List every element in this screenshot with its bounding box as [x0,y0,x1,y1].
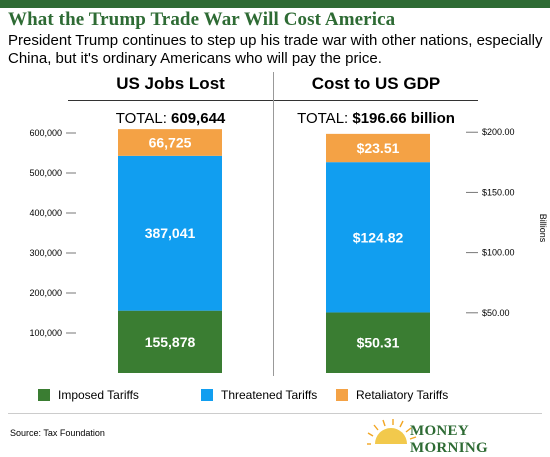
top-accent-bar [0,0,550,8]
y-tick-label: 300,000 [29,248,62,258]
y-tick-label: 500,000 [29,168,62,178]
chart-subtitle: President Trump continues to step up his… [8,32,543,67]
bar-data-label: $23.51 [357,140,400,156]
jobs-panel-header: US Jobs Lost TOTAL: 609,644 [68,70,273,128]
jobs-total-label: TOTAL: [115,110,167,127]
gdp-total-label: TOTAL: [297,110,349,127]
legend-swatch [336,389,348,401]
gdp-total: TOTAL: $196.66 billion [274,110,478,127]
jobs-panel-title: US Jobs Lost [116,74,225,93]
chart-title: What the Trump Trade War Will Cost Ameri… [8,9,396,30]
y-tick-label: 400,000 [29,208,62,218]
bar-segment [326,133,430,163]
y-tick-label: $200.00 [482,127,515,137]
y-tick-label: 600,000 [29,128,62,138]
logo-text: MONEY MORNING [410,423,488,456]
bar-segment [326,162,430,313]
jobs-total: TOTAL: 609,644 [68,110,273,127]
gdp-panel-header: Cost to US GDP TOTAL: $196.66 billion [274,70,478,128]
y-tick-label: $50.00 [482,308,510,318]
legend-label: Threatened Tariffs [221,388,317,402]
bar-segment [118,155,222,311]
legend-label: Retaliatory Tariffs [356,388,448,402]
y-tick-label: 200,000 [29,288,62,298]
y-axis-label: Billions [538,214,548,243]
bar-data-label: $50.31 [357,335,400,351]
bar-data-label: 387,041 [145,225,196,241]
bar-segment [118,310,222,373]
bar-segment [118,129,222,156]
legend-swatch [201,389,213,401]
jobs-total-value: 609,644 [171,110,226,127]
y-tick-label: $100.00 [482,248,515,258]
y-tick-label: 100,000 [29,328,62,338]
gdp-panel-title: Cost to US GDP [311,74,441,93]
sunrise-logo-icon [367,419,417,445]
legend-label: Imposed Tariffs [58,388,139,402]
panel-divider [273,72,274,376]
bar-data-label: $124.82 [353,229,404,245]
y-tick-label: $150.00 [482,187,515,197]
source-note: Source: Tax Foundation [10,428,105,438]
footer-rule [8,413,542,414]
bar-data-label: 155,878 [145,334,196,350]
bar-segment [326,312,430,373]
legend-swatch [38,389,50,401]
gdp-total-value: $196.66 billion [352,110,455,127]
bar-data-label: 66,725 [149,134,192,150]
